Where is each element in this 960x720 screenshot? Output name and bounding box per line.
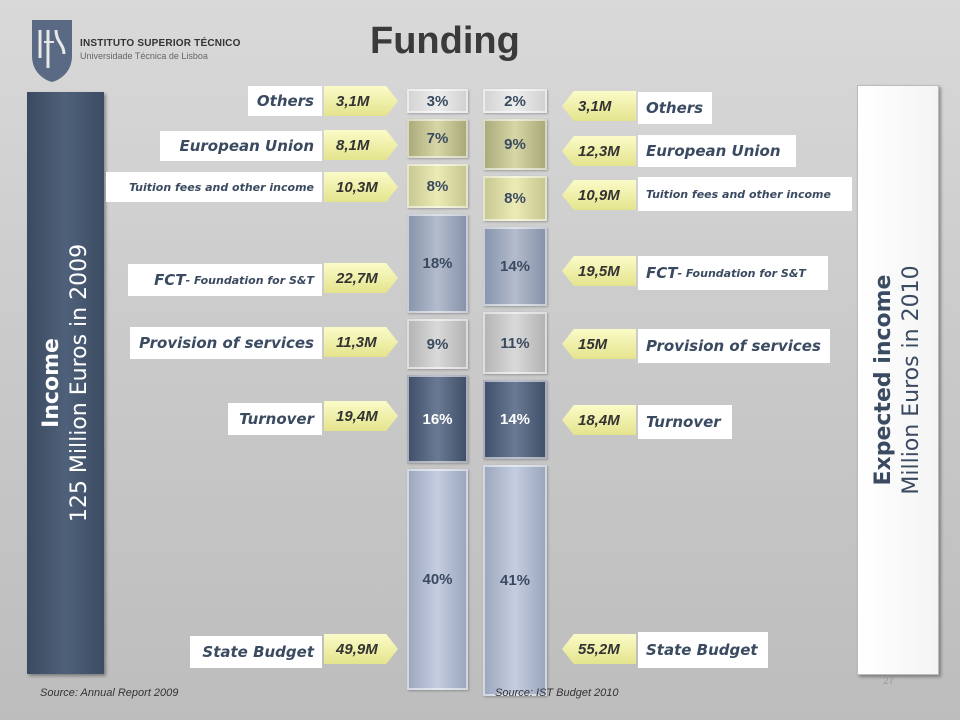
- bar-segment-percent-label: 8%: [426, 177, 449, 195]
- expected-panel-title: Expected income: [871, 274, 896, 486]
- value-fct-2009: 22,7M: [324, 263, 398, 293]
- value-state-2010: 55,2M: [562, 634, 636, 664]
- label-turnover-2009: Turnover: [228, 403, 322, 435]
- bar-2009-segment-fct-foundation-for-s-t: 18%: [407, 214, 468, 313]
- label-fct-2010: FCT - Foundation for S&T: [638, 256, 828, 290]
- bar-segment-percent-label: 8%: [504, 190, 526, 207]
- bar-2009-segment-european-union: 7%: [407, 119, 468, 158]
- bar-segment-percent-label: 11%: [500, 334, 530, 352]
- label-fct-sub: - Foundation for S&T: [185, 273, 314, 287]
- expected-income-panel: Expected income Million Euros in 2010: [857, 85, 939, 675]
- label-others-2009: Others: [248, 86, 322, 116]
- page-number: 27: [883, 676, 895, 687]
- label-state-2009: State Budget: [190, 636, 322, 668]
- label-others-2010: Others: [638, 92, 712, 124]
- bar-segment-percent-label: 3%: [426, 92, 449, 110]
- source-left: Source: Annual Report 2009: [40, 687, 179, 699]
- label-fct-sub: - Foundation for S&T: [677, 266, 806, 280]
- label-services-2010: Provision of services: [638, 329, 830, 363]
- bar-2009-segment-others: 3%: [407, 89, 468, 113]
- bar-2009-segment-provision-of-services: 9%: [407, 319, 468, 369]
- page-title: Funding: [370, 20, 520, 62]
- value-fct-2010: 19,5M: [562, 256, 636, 286]
- value-tuition-2010: 10,9M: [562, 180, 636, 210]
- university-name: Universidade Técnica de Lisboa: [80, 51, 208, 61]
- label-turnover-2010: Turnover: [638, 405, 732, 439]
- value-eu-2010: 12,3M: [562, 136, 636, 166]
- expected-panel-subtitle: Million Euros in 2010: [899, 265, 924, 495]
- bar-2010-segment-provision-of-services: 11%: [483, 312, 547, 374]
- bar-2009-segment-turnover: 16%: [407, 375, 468, 463]
- bar-2010-segment-tuition-fees-and-other-income: 8%: [483, 176, 547, 221]
- label-services-2009: Provision of services: [130, 327, 322, 359]
- bar-2010-segment-fct-foundation-for-s-t: 14%: [483, 227, 547, 306]
- income-panel-title: Income: [38, 338, 64, 428]
- label-tuition-2009: Tuition fees and other income: [106, 172, 322, 202]
- bar-segment-percent-label: 16%: [422, 410, 453, 428]
- value-eu-2009: 8,1M: [324, 130, 398, 160]
- label-eu-2009: European Union: [160, 131, 322, 161]
- bar-segment-percent-label: 18%: [422, 255, 453, 272]
- value-services-2009: 11,3M: [324, 327, 398, 357]
- bar-segment-percent-label: 41%: [499, 572, 531, 589]
- bar-2009-segment-state-budget: 40%: [407, 469, 468, 690]
- label-fct-2009: FCT - Foundation for S&T: [128, 264, 322, 296]
- income-panel-subtitle: 125 Million Euros in 2009: [66, 243, 92, 523]
- bar-segment-percent-label: 9%: [504, 136, 526, 153]
- ist-logo: [32, 20, 72, 82]
- source-right: Source: IST Budget 2010: [495, 687, 619, 699]
- value-others-2009: 3,1M: [324, 86, 398, 116]
- label-tuition-2010: Tuition fees and other income: [638, 177, 852, 211]
- value-state-2009: 49,9M: [324, 634, 398, 664]
- value-services-2010: 15M: [562, 329, 636, 359]
- value-tuition-2009: 10,3M: [324, 172, 398, 202]
- label-fct-main: FCT: [646, 264, 678, 282]
- bar-2010-segment-others: 2%: [483, 89, 547, 113]
- income-2009-panel: Income 125 Million Euros in 2009: [27, 92, 104, 674]
- value-others-2010: 3,1M: [562, 91, 636, 121]
- value-turnover-2009: 19,4M: [324, 401, 398, 431]
- bar-2009-segment-tuition-fees-and-other-income: 8%: [407, 164, 468, 208]
- bar-segment-percent-label: 7%: [426, 130, 449, 147]
- bar-segment-percent-label: 14%: [499, 258, 531, 275]
- institution-name: INSTITUTO SUPERIOR TÉCNICO: [80, 38, 241, 49]
- label-eu-2010: European Union: [638, 135, 796, 167]
- bar-segment-percent-label: 40%: [422, 571, 453, 588]
- bar-segment-percent-label: 2%: [504, 92, 526, 110]
- bar-segment-percent-label: 9%: [426, 335, 449, 353]
- bar-2010-segment-state-budget: 41%: [483, 465, 547, 696]
- bar-2010-segment-european-union: 9%: [483, 119, 547, 170]
- label-state-2010: State Budget: [638, 632, 768, 668]
- bar-2010-segment-turnover: 14%: [483, 380, 547, 459]
- label-fct-main: FCT: [154, 271, 186, 289]
- value-turnover-2010: 18,4M: [562, 405, 636, 435]
- bar-segment-percent-label: 14%: [499, 411, 531, 428]
